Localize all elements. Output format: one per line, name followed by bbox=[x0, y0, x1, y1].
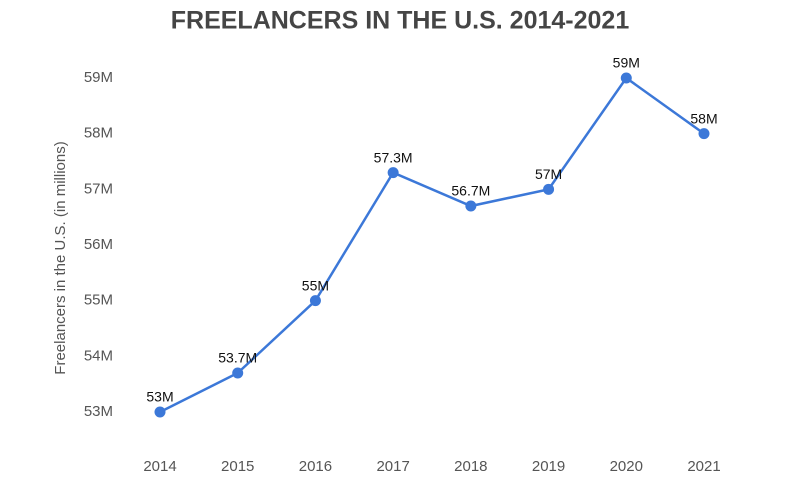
x-tick-label: 2019 bbox=[532, 458, 565, 475]
point bbox=[154, 406, 166, 418]
y-tick-label: 59M bbox=[84, 69, 113, 86]
x-tick-label: 2017 bbox=[376, 458, 409, 475]
data-label: 57M bbox=[535, 166, 562, 182]
x-tick-label: 2014 bbox=[143, 458, 176, 475]
point bbox=[543, 183, 555, 195]
point bbox=[698, 128, 710, 140]
y-tick-label: 53M bbox=[84, 403, 113, 420]
data-label: 53.7M bbox=[218, 350, 257, 366]
point bbox=[387, 167, 399, 179]
x-tick-label: 2020 bbox=[610, 458, 643, 475]
x-tick-label: 2016 bbox=[299, 458, 332, 475]
x-tick-label: 2018 bbox=[454, 458, 487, 475]
y-tick-label: 56M bbox=[84, 236, 113, 253]
data-label: 56.7M bbox=[451, 183, 490, 199]
y-tick-label: 57M bbox=[84, 180, 113, 197]
data-label: 58M bbox=[690, 110, 717, 126]
x-tick-label: 2021 bbox=[687, 458, 720, 475]
line bbox=[159, 76, 705, 414]
data-label: 55M bbox=[302, 277, 329, 293]
y-tick-label: 55M bbox=[84, 292, 113, 309]
data-label: 57.3M bbox=[374, 149, 413, 165]
data-label: 53M bbox=[146, 389, 173, 405]
point bbox=[465, 200, 477, 212]
y-tick-label: 54M bbox=[84, 347, 113, 364]
point bbox=[232, 367, 244, 379]
y-axis-label: Freelancers in the U.S. (in millions) bbox=[52, 141, 69, 374]
point bbox=[620, 72, 632, 84]
y-tick-label: 58M bbox=[84, 125, 113, 142]
data-label: 59M bbox=[613, 55, 640, 71]
x-tick-label: 2015 bbox=[221, 458, 254, 475]
point bbox=[309, 295, 321, 307]
chart-title: FREELANCERS IN THE U.S. 2014-2021 bbox=[171, 7, 630, 35]
